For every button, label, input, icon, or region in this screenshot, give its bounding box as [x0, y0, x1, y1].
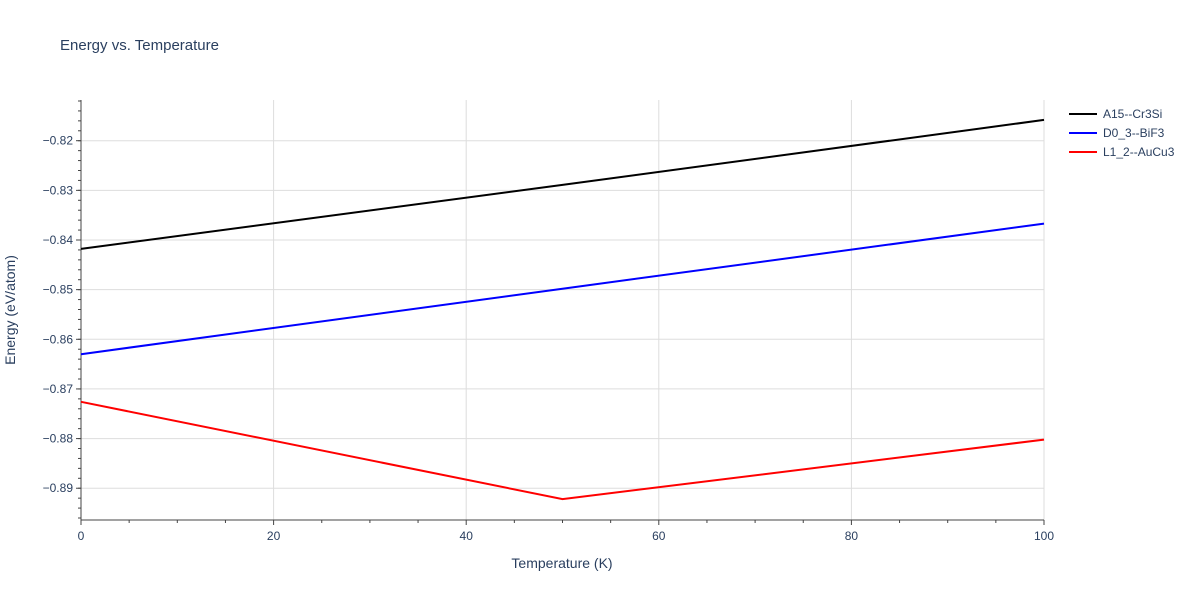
legend[interactable]: A15--Cr3Si D0_3--BiF3 L1_2--AuCu3	[1069, 107, 1175, 159]
legend-label: D0_3--BiF3	[1103, 126, 1165, 140]
series-line-D0_3--BiF3[interactable]	[80, 222, 1045, 356]
chart-title: Energy vs. Temperature	[60, 37, 219, 54]
x-tick-label: 100	[1034, 529, 1054, 543]
y-tick-label: −0.85	[43, 283, 74, 297]
series-line-L1_2--AuCu3[interactable]	[80, 400, 1045, 501]
y-ticks: −0.82 −0.83 −0.84 −0.85 −0.86 −0.87 −0.88 −0.89	[43, 100, 81, 519]
y-tick-label: −0.87	[43, 382, 74, 396]
y-tick-label: −0.83	[43, 183, 74, 197]
y-tick-label: −0.86	[43, 332, 74, 346]
series-line-A15--Cr3Si[interactable]	[80, 118, 1045, 250]
y-tick-label: −0.88	[43, 432, 74, 446]
x-tick-label: 60	[652, 529, 666, 543]
x-tick-label: 0	[78, 529, 85, 543]
y-tick-label: −0.84	[43, 233, 74, 247]
x-tick-label: 40	[460, 529, 474, 543]
y-tick-label: −0.89	[43, 481, 74, 495]
legend-label: L1_2--AuCu3	[1103, 145, 1175, 159]
y-tick-label: −0.82	[43, 134, 74, 148]
x-ticks: 0 20 40 60 80 100	[78, 520, 1054, 543]
series-lines	[80, 118, 1045, 501]
legend-item[interactable]: A15--Cr3Si	[1069, 107, 1162, 121]
x-tick-label: 20	[267, 529, 281, 543]
legend-item[interactable]: D0_3--BiF3	[1069, 126, 1165, 140]
legend-label: A15--Cr3Si	[1103, 107, 1162, 121]
x-axis-title: Temperature (K)	[511, 555, 612, 571]
y-axis-title: Energy (eV/atom)	[2, 255, 18, 365]
legend-item[interactable]: L1_2--AuCu3	[1069, 145, 1175, 159]
x-tick-label: 80	[845, 529, 859, 543]
